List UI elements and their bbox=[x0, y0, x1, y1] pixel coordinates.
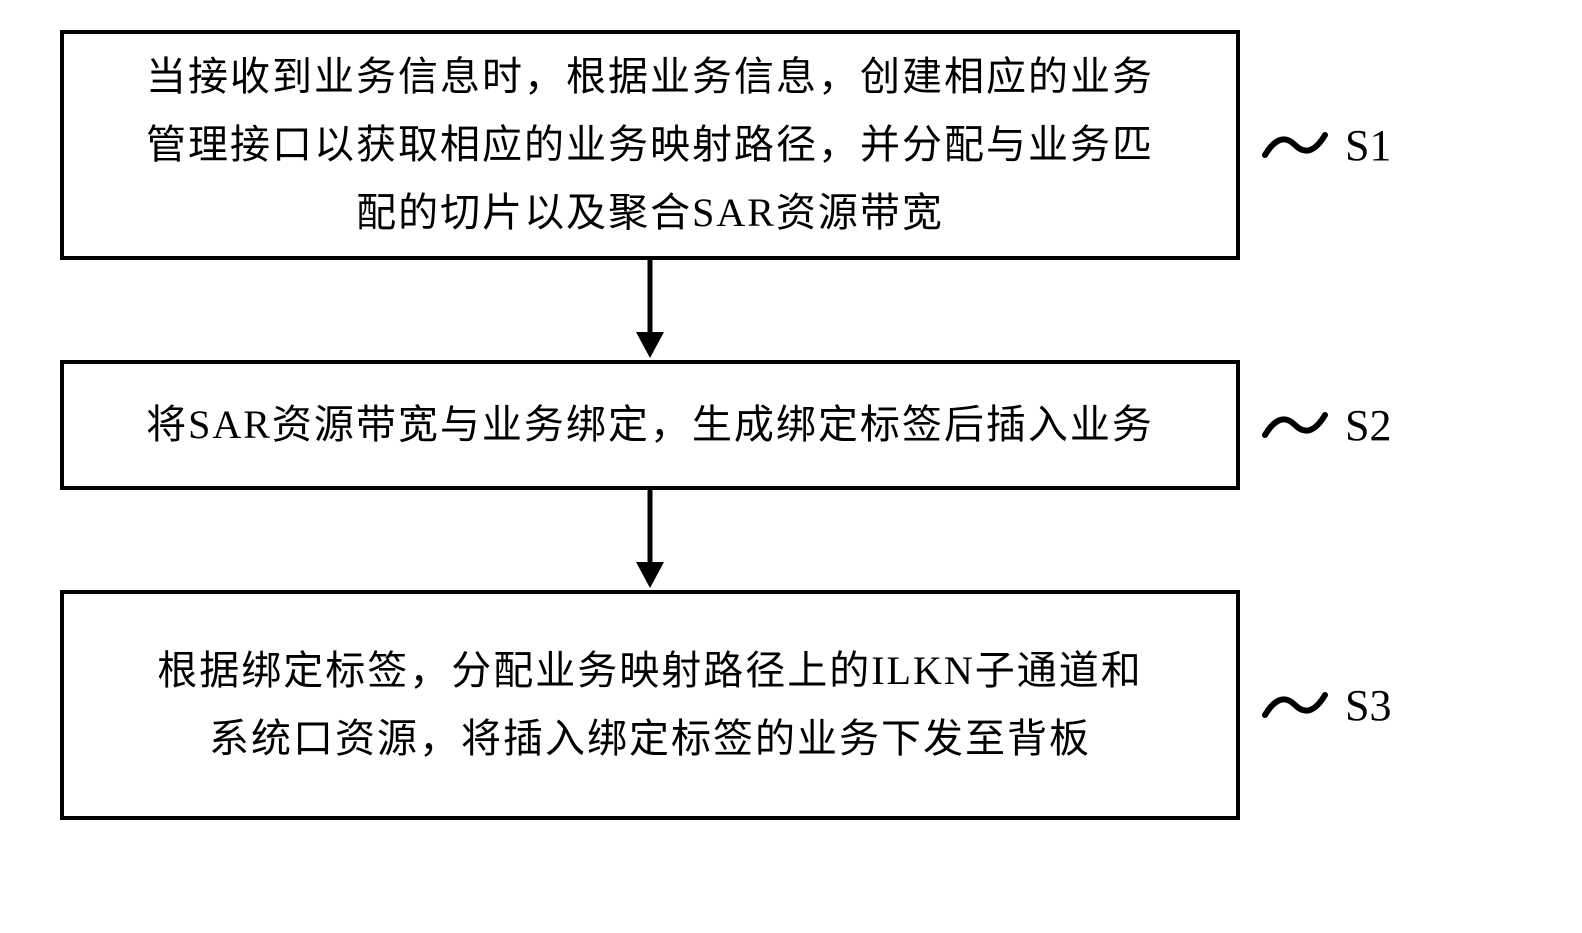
step-row-3: 根据绑定标签，分配业务映射路径上的ILKN子通道和 系统口资源，将插入绑定标签的… bbox=[60, 590, 1520, 820]
step-text-s3-line2: 系统口资源，将插入绑定标签的业务下发至背板 bbox=[209, 705, 1091, 773]
tilde-connector-icon bbox=[1260, 120, 1330, 170]
step-label-container-s1: S1 bbox=[1260, 120, 1391, 171]
step-label-s3: S3 bbox=[1345, 680, 1391, 731]
step-label-s2: S2 bbox=[1345, 400, 1391, 451]
step-row-1: 当接收到业务信息时，根据业务信息，创建相应的业务 管理接口以获取相应的业务映射路… bbox=[60, 30, 1520, 260]
arrow-down-icon bbox=[630, 260, 670, 360]
step-label-container-s3: S3 bbox=[1260, 680, 1391, 731]
step-text-s1-line1: 当接收到业务信息时，根据业务信息，创建相应的业务 bbox=[146, 43, 1154, 111]
step-text-s1-line3: 配的切片以及聚合SAR资源带宽 bbox=[356, 179, 944, 247]
step-box-s1: 当接收到业务信息时，根据业务信息，创建相应的业务 管理接口以获取相应的业务映射路… bbox=[60, 30, 1240, 260]
step-text-s3-line1: 根据绑定标签，分配业务映射路径上的ILKN子通道和 bbox=[157, 637, 1143, 705]
step-label-s1: S1 bbox=[1345, 120, 1391, 171]
flowchart-container: 当接收到业务信息时，根据业务信息，创建相应的业务 管理接口以获取相应的业务映射路… bbox=[60, 30, 1520, 820]
step-label-container-s2: S2 bbox=[1260, 400, 1391, 451]
arrow-container-1 bbox=[60, 260, 1240, 360]
step-text-s2-line1: 将SAR资源带宽与业务绑定，生成绑定标签后插入业务 bbox=[146, 391, 1154, 459]
step-box-s2: 将SAR资源带宽与业务绑定，生成绑定标签后插入业务 bbox=[60, 360, 1240, 490]
step-text-s1-line2: 管理接口以获取相应的业务映射路径，并分配与业务匹 bbox=[146, 111, 1154, 179]
arrow-container-2 bbox=[60, 490, 1240, 590]
arrow-down-icon bbox=[630, 490, 670, 590]
step-box-s3: 根据绑定标签，分配业务映射路径上的ILKN子通道和 系统口资源，将插入绑定标签的… bbox=[60, 590, 1240, 820]
tilde-connector-icon bbox=[1260, 680, 1330, 730]
tilde-connector-icon bbox=[1260, 400, 1330, 450]
step-row-2: 将SAR资源带宽与业务绑定，生成绑定标签后插入业务 S2 bbox=[60, 360, 1520, 490]
